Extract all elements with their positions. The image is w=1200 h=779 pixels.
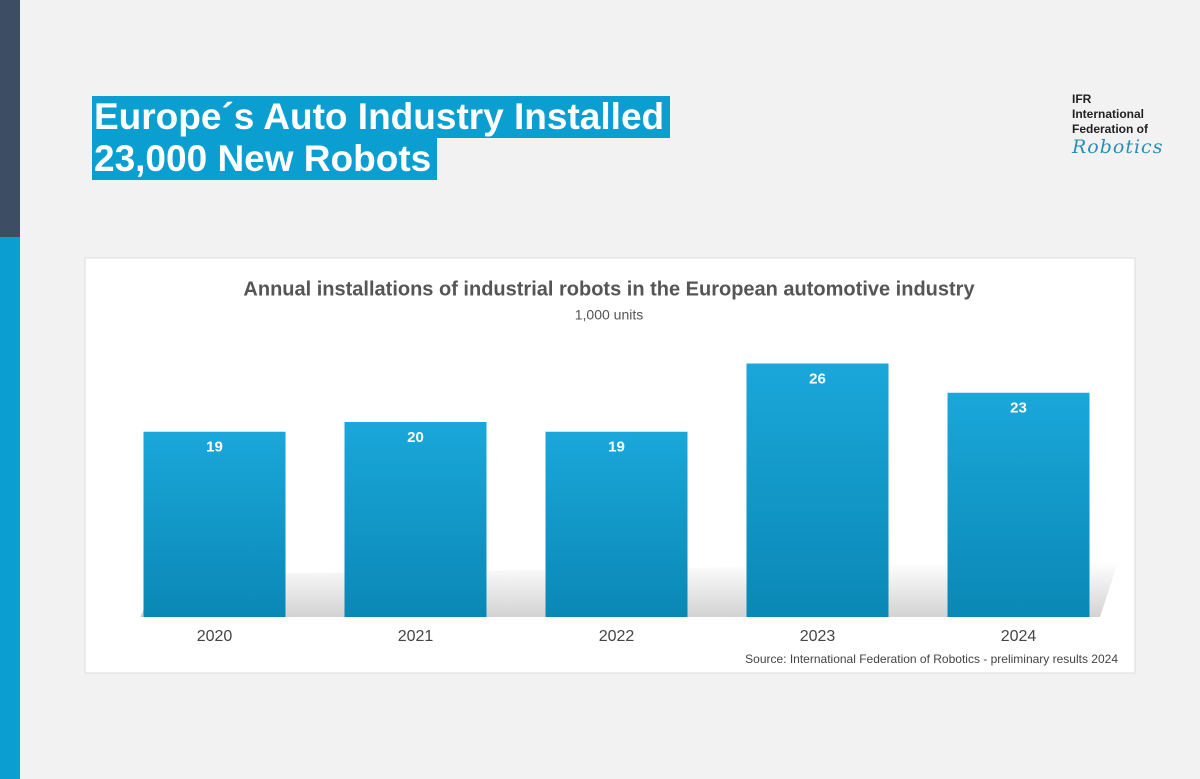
bar [947,392,1090,617]
side-band [0,237,20,779]
logo-text: IFR [1072,92,1092,106]
x-tick-label: 2022 [599,628,635,645]
value-label: 19 [206,439,223,456]
logo-text: International [1072,107,1145,121]
value-label: 19 [608,439,625,456]
source-note: Source: International Federation of Robo… [745,652,1118,666]
title-line: Europe´s Auto Industry Installed [92,96,671,138]
value-label: 26 [809,370,826,387]
chart-title: Annual installations of industrial robot… [243,278,975,300]
logo-script: Robotics [1072,136,1164,158]
logo: IFR International Federation of Robotics [1072,92,1163,157]
bar [344,422,487,617]
title-line: 23,000 New Robots [92,138,438,180]
x-tick-label: 2024 [1001,628,1037,645]
bar [746,363,889,617]
x-tick-label: 2021 [398,628,434,645]
x-tick-label: 2023 [800,628,836,645]
logo-text: Federation of [1072,122,1149,136]
bar [143,431,286,617]
chart-subtitle: 1,000 units [575,307,644,323]
x-tick-label: 2020 [197,628,233,645]
value-label: 20 [407,429,424,446]
value-label: 23 [1010,400,1027,417]
slide-title: Europe´s Auto Industry Installed 23,000 … [92,96,671,180]
side-band [0,0,20,237]
bar [545,431,688,617]
